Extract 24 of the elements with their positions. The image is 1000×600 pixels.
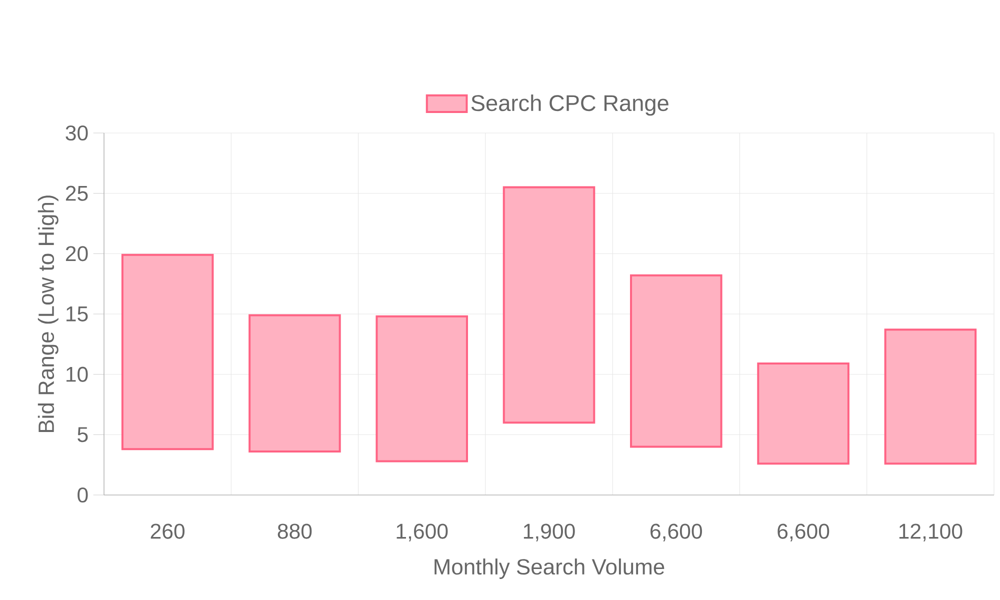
legend-label: Search CPC Range xyxy=(471,94,668,116)
y-tick-label: 30 xyxy=(66,125,88,141)
x-tick-label: 260 xyxy=(150,524,185,539)
y-tick-label: 5 xyxy=(78,427,88,442)
x-tick-label: 1,900 xyxy=(524,524,575,542)
bar xyxy=(121,254,214,450)
y-axis-title: Bid Range (Low to High) xyxy=(38,196,58,432)
x-tick-label: 880 xyxy=(278,524,312,539)
y-tick-label: 20 xyxy=(66,246,88,262)
y-tick-label: 25 xyxy=(66,186,88,201)
y-tick-label: 10 xyxy=(66,366,88,382)
bar xyxy=(376,315,468,462)
x-tick-label: 6,600 xyxy=(778,524,830,542)
bar xyxy=(757,362,850,465)
x-tick-label: 1,600 xyxy=(396,524,448,542)
bar xyxy=(884,328,977,465)
bar xyxy=(630,274,722,448)
y-tick-label: 0 xyxy=(78,487,88,503)
x-tick-label: 12,100 xyxy=(899,524,962,542)
bar xyxy=(502,186,596,424)
y-tick-label: 15 xyxy=(66,306,88,322)
x-tick-label: 6,600 xyxy=(650,524,702,542)
bar xyxy=(248,314,341,453)
x-axis-title: Monthly Search Volume xyxy=(434,558,664,579)
